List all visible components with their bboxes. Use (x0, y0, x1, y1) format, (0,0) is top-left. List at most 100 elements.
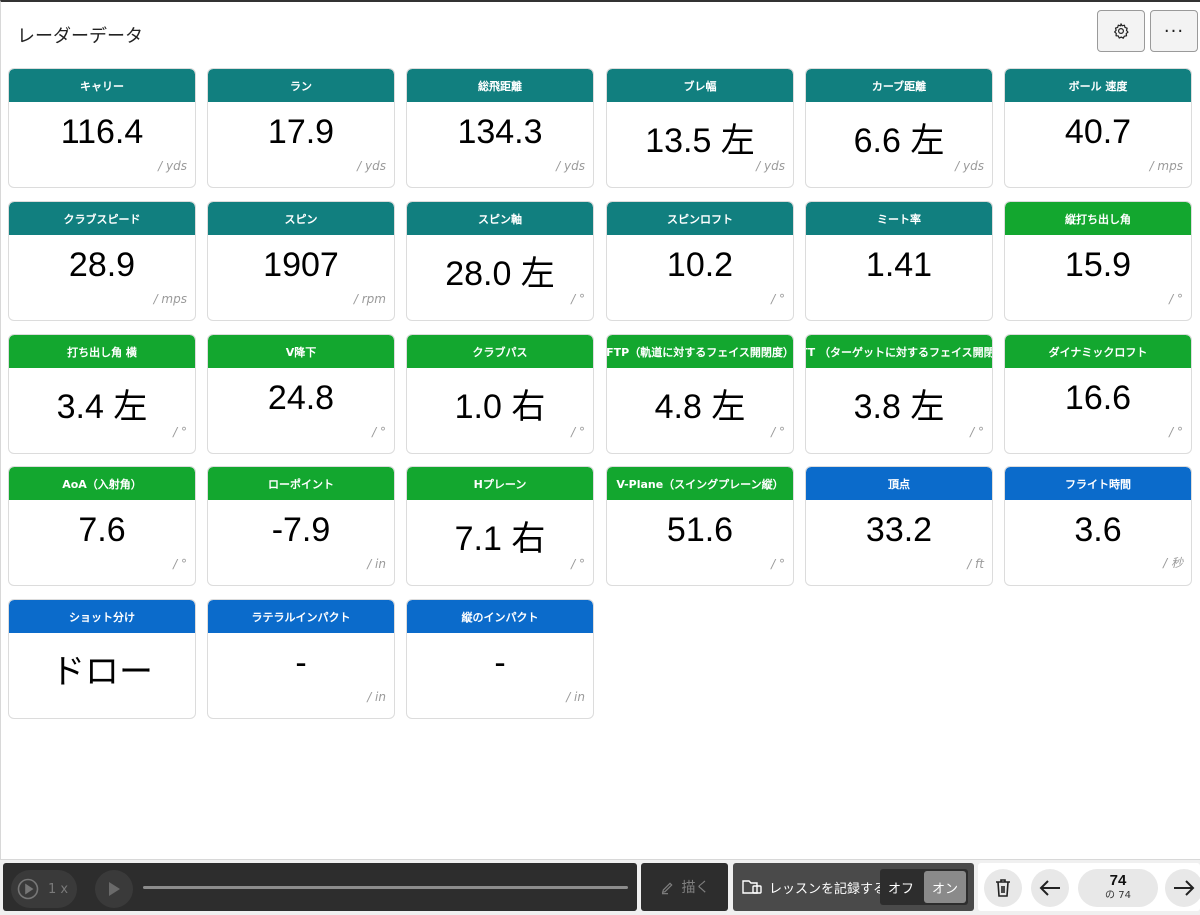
metric-card: 縦打ち出し角 15.9 / ° (1004, 201, 1192, 321)
metric-unit: / ° (372, 425, 386, 439)
gear-icon (1114, 23, 1129, 39)
metric-unit: / ° (1169, 425, 1183, 439)
metric-value: 7.6 (78, 511, 126, 549)
record-lesson-label: レッスンを記録する (769, 881, 887, 897)
metric-card: スピン軸 28.0 左 / ° (406, 201, 594, 321)
metric-label: ボール 速度 (1005, 69, 1191, 102)
metric-unit: / yds (756, 159, 785, 173)
more-icon: ... (1163, 16, 1185, 37)
metric-card: V-Plane（スイングプレーン縦） 51.6 / ° (606, 466, 794, 586)
draw-label: 描く (681, 880, 710, 896)
settings-button[interactable] (1097, 10, 1145, 52)
metric-label: クラブスピード (9, 202, 195, 235)
bottom-toolbar: 1 x 描く レッスンを記録する オフ オン (0, 860, 1200, 915)
metric-label: ブレ幅 (607, 69, 793, 102)
metric-card: ミート率 1.41 (805, 201, 993, 321)
replay-icon (17, 878, 39, 900)
metric-card: Hプレーン 7.1 右 / ° (406, 466, 594, 586)
metric-unit: / in (367, 690, 386, 704)
current-shot-number: 74 (1109, 872, 1127, 889)
metric-label: スピン軸 (407, 202, 593, 235)
metric-card: クラブパス 1.0 右 / ° (406, 334, 594, 454)
metric-unit: / in (367, 557, 386, 571)
metric-card: FTT （ターゲットに対するフェイス開閉度 3.8 左 / ° (805, 334, 993, 454)
metric-label: 頂点 (806, 467, 992, 500)
metric-card: V降下 24.8 / ° (207, 334, 395, 454)
metric-card: 打ち出し角 横 3.4 左 / ° (8, 334, 196, 454)
metric-value: 28.0 左 (445, 255, 555, 293)
previous-shot-button[interactable] (1031, 869, 1069, 907)
next-shot-button[interactable] (1165, 869, 1200, 907)
metric-label: キャリー (9, 69, 195, 102)
metric-label: ダイナミックロフト (1005, 335, 1191, 368)
draw-button[interactable]: 描く (641, 863, 728, 911)
record-on-option[interactable]: オン (924, 871, 966, 903)
metric-value: 28.9 (68, 246, 136, 284)
metric-label: ローポイント (208, 467, 394, 500)
metric-unit: / ° (771, 425, 785, 439)
play-button[interactable] (95, 870, 133, 908)
playback-controls: 1 x (3, 863, 637, 911)
metric-unit: / 秒 (1163, 556, 1183, 570)
metric-unit: / yds (158, 159, 187, 173)
metric-value: ドロー (51, 653, 153, 691)
metric-label: Hプレーン (407, 467, 593, 500)
metric-card: クラブスピード 28.9 / mps (8, 201, 196, 321)
metric-unit: / mps (1149, 159, 1183, 173)
metric-card: カーブ距離 6.6 左 / yds (805, 68, 993, 188)
metric-label: FTT （ターゲットに対するフェイス開閉度 (806, 335, 992, 368)
metric-value: 3.4 左 (56, 388, 148, 426)
metric-value: 3.6 (1074, 511, 1122, 549)
metric-card: AoA（入射角） 7.6 / ° (8, 466, 196, 586)
metric-label: AoA（入射角） (9, 467, 195, 500)
playback-speed-button[interactable]: 1 x (11, 870, 77, 908)
record-lesson-icon (742, 880, 762, 894)
metric-card: 頂点 33.2 / ft (805, 466, 993, 586)
metric-card: ローポイント -7.9 / in (207, 466, 395, 586)
record-lesson-control: レッスンを記録する オフ オン (733, 863, 974, 911)
metric-value: 7.1 右 (454, 520, 546, 558)
playback-scrubber[interactable] (143, 886, 628, 889)
metric-card: FTP（軌道に対するフェイス開閉度） 4.8 左 / ° (606, 334, 794, 454)
metric-label: 打ち出し角 横 (9, 335, 195, 368)
playback-speed-label: 1 x (48, 881, 69, 897)
metric-label: フライト時間 (1005, 467, 1191, 500)
metric-unit: / ° (970, 425, 984, 439)
metric-label: スピンロフト (607, 202, 793, 235)
shot-counter: 74 の 74 (1078, 869, 1158, 907)
metric-value: 16.6 (1064, 379, 1132, 417)
metric-label: V降下 (208, 335, 394, 368)
metric-card: 縦のインパクト - / in (406, 599, 594, 719)
shot-navigation: 74 の 74 (978, 863, 1200, 911)
metric-label: クラブパス (407, 335, 593, 368)
metric-value: 1.0 右 (454, 388, 546, 426)
metric-unit: / ° (771, 557, 785, 571)
metric-value: 51.6 (666, 511, 734, 549)
record-toggle: オフ オン (880, 869, 968, 905)
metric-unit: / mps (153, 292, 187, 306)
arrow-right-icon (1174, 880, 1195, 896)
metric-unit: / ° (771, 292, 785, 306)
metric-label: ミート率 (806, 202, 992, 235)
metric-label: FTP（軌道に対するフェイス開閉度） (607, 335, 793, 368)
metric-value: 10.2 (666, 246, 734, 284)
metric-label: V-Plane（スイングプレーン縦） (607, 467, 793, 500)
metric-unit: / ° (1169, 292, 1183, 306)
more-options-button[interactable]: ... (1150, 10, 1198, 52)
metric-value: 17.9 (267, 113, 335, 151)
metric-card: スピン 1907 / rpm (207, 201, 395, 321)
metric-value: 116.4 (60, 113, 144, 151)
total-shots-label: の 74 (1105, 890, 1131, 901)
metric-value: - (295, 644, 307, 682)
metric-card: フライト時間 3.6 / 秒 (1004, 466, 1192, 586)
delete-shot-button[interactable] (984, 869, 1022, 907)
metric-label: スピン (208, 202, 394, 235)
metric-card: 総飛距離 134.3 / yds (406, 68, 594, 188)
metric-value: 1.41 (865, 246, 933, 284)
record-off-option[interactable]: オフ (887, 881, 914, 897)
arrow-left-icon (1039, 880, 1060, 896)
metric-label: ラテラルインパクト (208, 600, 394, 633)
metric-unit: / yds (955, 159, 984, 173)
metric-card: スピンロフト 10.2 / ° (606, 201, 794, 321)
metric-card: ボール 速度 40.7 / mps (1004, 68, 1192, 188)
